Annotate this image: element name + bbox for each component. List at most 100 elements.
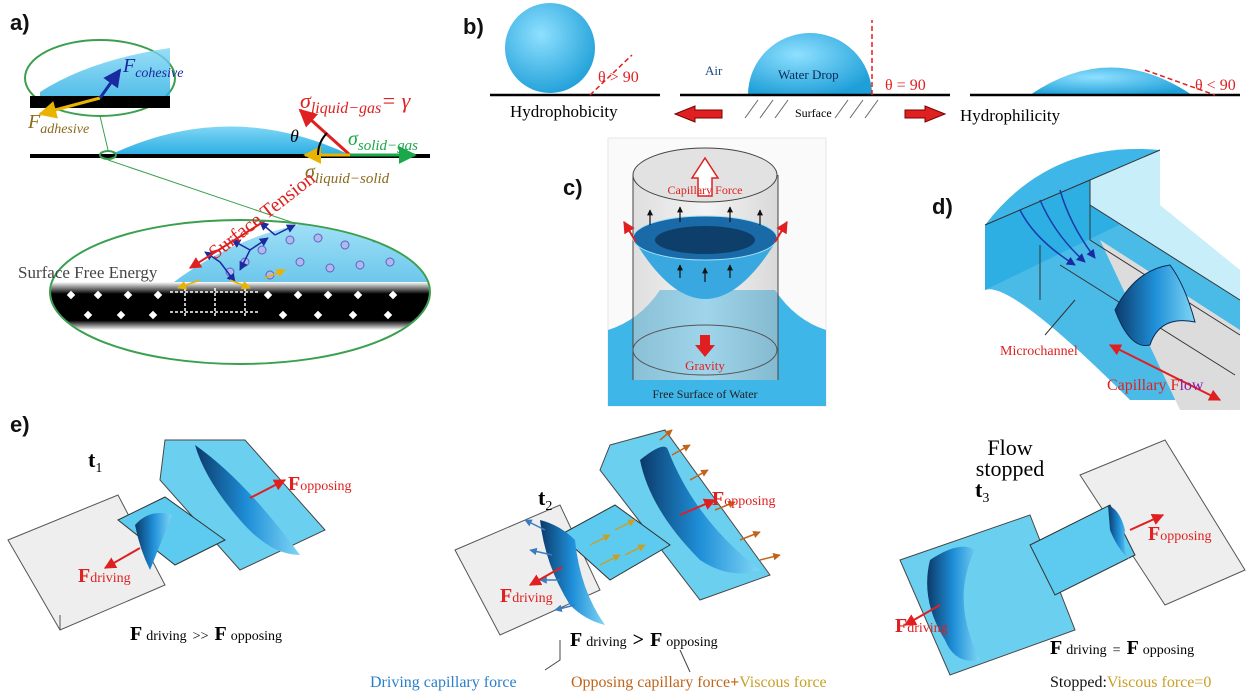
tube-bottom bbox=[632, 324, 778, 376]
panel-d-label: d) bbox=[932, 194, 953, 219]
opposing-viscous-label: Opposing capillary force+Viscous force bbox=[571, 674, 827, 691]
sigma-lg-arrow bbox=[298, 108, 352, 157]
panel-d: d) Microchannel Capillary Flow bbox=[932, 148, 1241, 410]
gravity-arrow bbox=[695, 335, 715, 357]
microchannel-leader bbox=[1044, 299, 1076, 336]
microchannel-label: Microchannel bbox=[1000, 344, 1078, 359]
arrow-left bbox=[673, 105, 723, 123]
t2-meniscus-left bbox=[540, 520, 605, 625]
wall-arrows bbox=[647, 206, 763, 282]
theta-a: θ bbox=[290, 126, 299, 146]
flow-stopped-1: Flow bbox=[987, 435, 1032, 460]
t3-opposing-arrow bbox=[1129, 514, 1165, 531]
panel-e-label: e) bbox=[10, 412, 30, 437]
meniscus-inner bbox=[655, 226, 755, 254]
t1-meniscus-left bbox=[135, 512, 172, 570]
panel-a: a) Fcohesive Fadhesive θ σliquid−gas= γ … bbox=[10, 10, 431, 365]
theta-arc bbox=[317, 132, 328, 156]
f-cohesive-label: Fcohesive bbox=[122, 55, 183, 81]
surface-hatching bbox=[744, 99, 879, 119]
hydrophobicity-label: Hydrophobicity bbox=[510, 102, 618, 121]
panel-a-label: a) bbox=[10, 10, 30, 35]
t2-opposing-small-arrows bbox=[659, 429, 781, 561]
t1-opposing-arrow bbox=[249, 479, 287, 499]
t1-f-driving: Fdriving bbox=[78, 565, 131, 587]
panel-b: b) θ > 90 Hydrophobicity θ = 90 Air Wate… bbox=[463, 3, 1240, 125]
adhesion-arrows bbox=[177, 268, 286, 290]
contact-arrow-right bbox=[774, 220, 788, 243]
sigma-sg-label: σsolid−gas bbox=[348, 128, 418, 154]
capillary-force-label: Capillary Force bbox=[668, 183, 743, 197]
sigma-lg-label: σliquid−gas= γ bbox=[300, 88, 412, 117]
t1-meniscus-right bbox=[195, 445, 300, 555]
sigma-ls-label: σliquid−solid bbox=[305, 161, 390, 187]
t2-driving-arrow bbox=[528, 566, 563, 586]
t3-meniscus-right bbox=[1108, 505, 1130, 560]
connector-bottom bbox=[107, 159, 301, 226]
t1-label: t1 bbox=[88, 447, 102, 476]
panel-b-label: b) bbox=[463, 14, 484, 39]
panel-c: c) Capillary Force Gravity Free Surface … bbox=[563, 137, 827, 407]
t2-leader-driving bbox=[544, 640, 561, 671]
t2-viscous-arrows bbox=[589, 519, 646, 566]
t1-f-opposing: Fopposing bbox=[288, 473, 352, 495]
t2-label: t2 bbox=[538, 485, 552, 514]
hydrophilic-tangent bbox=[1144, 69, 1216, 96]
f-adhesive-label: Fadhesive bbox=[27, 111, 89, 137]
neutral-drop bbox=[748, 33, 872, 95]
t3-meniscus-left bbox=[927, 546, 980, 661]
flow-stopped-2: stopped bbox=[976, 456, 1044, 481]
t3-driving-arrow bbox=[903, 604, 941, 626]
zoom-large-solid bbox=[51, 282, 429, 330]
hydrophilicity-label: Hydrophilicity bbox=[960, 106, 1061, 125]
t3-label: t3 bbox=[975, 477, 989, 506]
capillary-flow-arrow bbox=[1108, 344, 1222, 401]
t2-channel bbox=[559, 504, 671, 581]
surface-free-energy-label: Surface Free Energy bbox=[18, 263, 158, 282]
sessile-drop bbox=[110, 126, 350, 155]
hydrophobic-tangent bbox=[589, 54, 633, 96]
t2-f-opposing: Fopposing bbox=[712, 488, 776, 510]
hydrophilic-drop bbox=[1030, 67, 1192, 95]
solid-bonds bbox=[170, 288, 260, 318]
connector-top bbox=[99, 115, 109, 151]
arrow-right bbox=[904, 105, 947, 123]
hydrophobic-drop bbox=[505, 3, 595, 93]
solid-molecules bbox=[66, 290, 398, 320]
flow-streamlines bbox=[1019, 189, 1096, 266]
channel-top-face bbox=[1090, 150, 1240, 300]
t1-left-reservoir bbox=[7, 494, 166, 631]
t1-driving-arrow bbox=[103, 547, 141, 569]
gravity-label: Gravity bbox=[685, 358, 725, 373]
t2-opposing-arrow bbox=[679, 498, 717, 516]
free-surface-label: Free Surface of Water bbox=[652, 387, 757, 401]
theta-eq: θ = 90 bbox=[885, 77, 926, 94]
contact-arrow-left bbox=[623, 220, 637, 243]
driving-capillary-force-label: Driving capillary force bbox=[370, 674, 517, 691]
contact-point-marker bbox=[99, 150, 117, 160]
channel-meniscus bbox=[1114, 264, 1196, 347]
stopped-viscous-label: Stopped:Viscous force=0 bbox=[1050, 674, 1211, 691]
t3-channel bbox=[1029, 504, 1136, 596]
theta-gt: θ > 90 bbox=[598, 69, 639, 86]
capillary-flow-label: Capillary Flow bbox=[1107, 377, 1204, 394]
air-label: Air bbox=[705, 63, 723, 78]
t3-f-driving: Fdriving bbox=[895, 615, 948, 637]
cohesive-arrow bbox=[98, 68, 122, 99]
theta-lt: θ < 90 bbox=[1195, 77, 1236, 94]
t2-f-driving: Fdriving bbox=[500, 585, 553, 607]
t3-f-opposing: Fopposing bbox=[1148, 523, 1212, 545]
adhesive-arrow bbox=[38, 96, 101, 119]
water-drop-label: Water Drop bbox=[778, 67, 839, 82]
panel-c-label: c) bbox=[563, 175, 583, 200]
surface-tension-arrow bbox=[188, 221, 292, 269]
t2-meniscus-right bbox=[640, 446, 760, 574]
